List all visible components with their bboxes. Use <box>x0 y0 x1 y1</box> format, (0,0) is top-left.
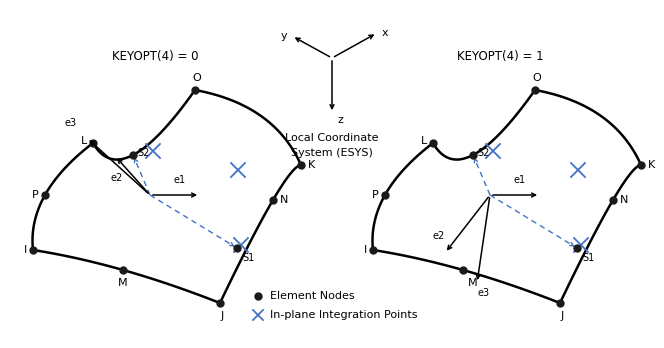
Text: y: y <box>280 31 287 41</box>
Text: e3: e3 <box>65 118 77 128</box>
Text: L: L <box>421 136 427 146</box>
Text: S2: S2 <box>477 148 489 158</box>
Text: P: P <box>33 190 39 200</box>
Text: N: N <box>620 195 628 205</box>
Text: Element Nodes: Element Nodes <box>270 291 355 301</box>
Text: x: x <box>382 28 388 38</box>
Text: KEYOPT(4) = 0: KEYOPT(4) = 0 <box>112 50 199 63</box>
Text: S2: S2 <box>137 148 149 158</box>
Text: N: N <box>280 195 288 205</box>
Text: System (ESYS): System (ESYS) <box>291 148 373 158</box>
Text: M: M <box>468 278 477 288</box>
Text: O: O <box>533 73 541 83</box>
Text: e1: e1 <box>514 175 526 185</box>
Text: KEYOPT(4) = 1: KEYOPT(4) = 1 <box>457 50 543 63</box>
Text: z: z <box>338 115 344 125</box>
Text: K: K <box>648 160 655 170</box>
Text: I: I <box>364 245 367 255</box>
Text: Local Coordinate: Local Coordinate <box>286 133 378 143</box>
Text: J: J <box>220 311 224 321</box>
Text: P: P <box>373 190 379 200</box>
Text: e3: e3 <box>478 288 490 298</box>
Text: e2: e2 <box>433 231 445 241</box>
Text: In-plane Integration Points: In-plane Integration Points <box>270 310 418 320</box>
Text: M: M <box>118 278 127 288</box>
Text: K: K <box>308 160 315 170</box>
Text: e1: e1 <box>174 175 186 185</box>
Text: J: J <box>560 311 564 321</box>
Text: S1: S1 <box>582 253 594 263</box>
Text: O: O <box>193 73 201 83</box>
Text: I: I <box>24 245 27 255</box>
Text: S1: S1 <box>242 253 254 263</box>
Text: L: L <box>81 136 87 146</box>
Text: e2: e2 <box>111 173 123 183</box>
